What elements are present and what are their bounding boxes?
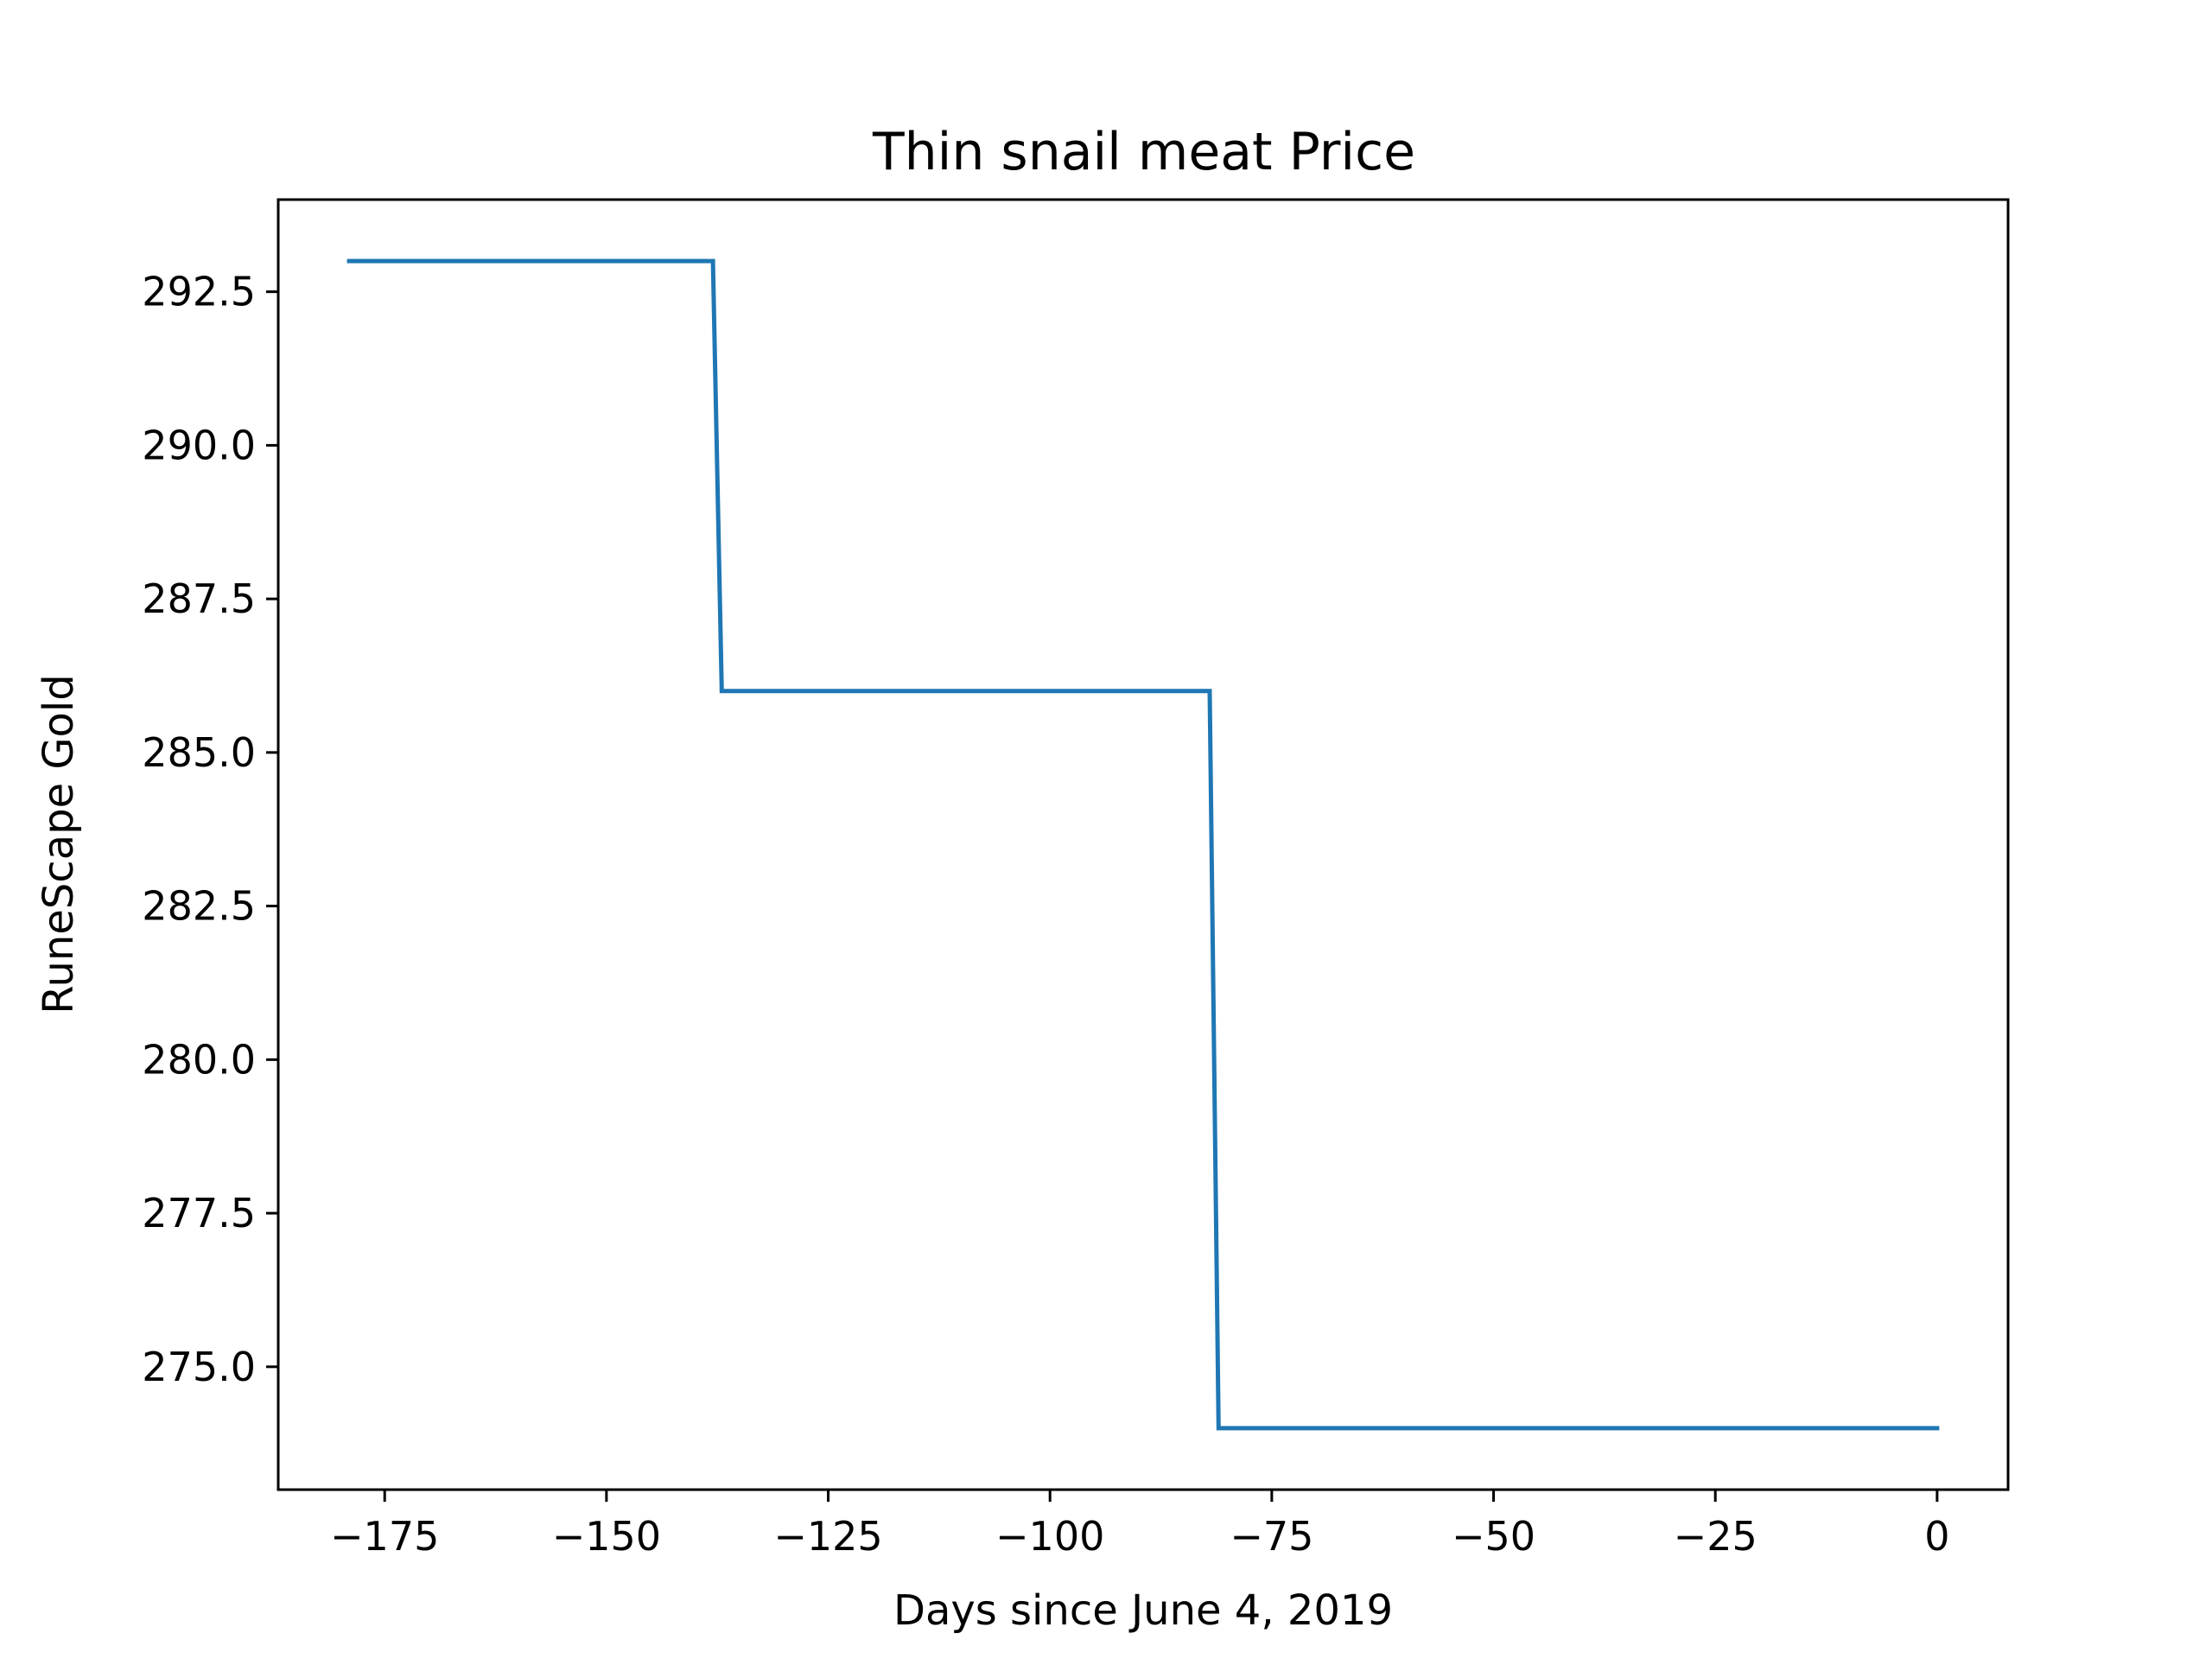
y-tick-label: 285.0 xyxy=(142,729,256,776)
x-tick-label: 0 xyxy=(1924,1513,1949,1560)
y-axis-ticks: 275.0 277.5 280.0 282.5 285.0 287.5 290.0 292.5 xyxy=(142,269,278,1390)
y-axis-label: RuneScape Gold xyxy=(35,674,83,1014)
x-axis-ticks: −175 −150 −125 −100 −75 −50 −25 0 xyxy=(330,1490,1950,1560)
x-tick-label: −25 xyxy=(1674,1513,1758,1560)
x-tick-label: −150 xyxy=(552,1513,661,1560)
series-layer xyxy=(346,258,1940,1431)
price-line-series xyxy=(346,258,1940,1431)
chart-title: Thin snail meat Price xyxy=(872,122,1415,182)
x-tick-label: −175 xyxy=(330,1513,439,1560)
y-tick-label: 290.0 xyxy=(142,422,256,468)
x-tick-label: −50 xyxy=(1452,1513,1535,1560)
plot-area-frame xyxy=(276,198,2010,1491)
y-tick-label: 277.5 xyxy=(142,1190,256,1236)
x-tick-label: −125 xyxy=(773,1513,882,1560)
y-tick-label: 275.0 xyxy=(142,1344,256,1390)
y-tick-label: 280.0 xyxy=(142,1036,256,1083)
x-axis-label: Days since June 4, 2019 xyxy=(893,1586,1393,1635)
y-tick-label: 287.5 xyxy=(142,575,256,622)
x-tick-label: −75 xyxy=(1230,1513,1313,1560)
y-tick-label: 292.5 xyxy=(142,269,256,315)
y-tick-label: 282.5 xyxy=(142,883,256,930)
x-tick-label: −100 xyxy=(995,1513,1104,1560)
